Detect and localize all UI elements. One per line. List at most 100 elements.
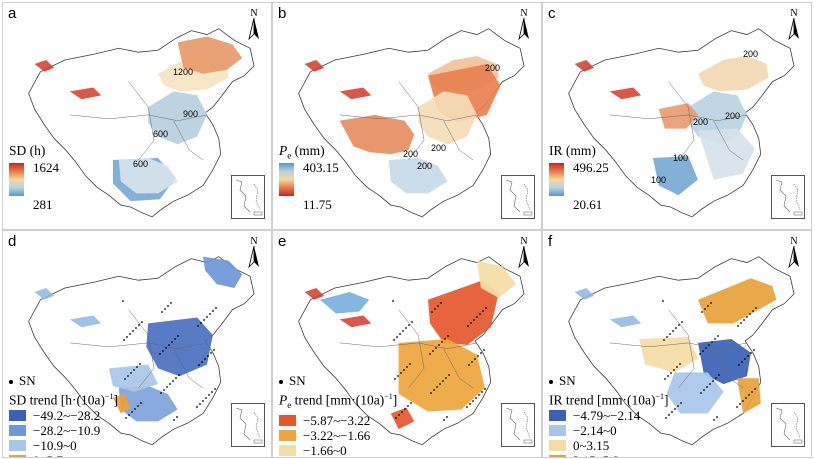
legend-class-row: 0~3.15	[549, 438, 668, 453]
legend-max: 1624	[33, 160, 59, 175]
station-point	[478, 394, 480, 396]
map-region	[698, 56, 769, 92]
station-point	[483, 349, 485, 351]
legend-a: SD (h) 1624 281	[9, 143, 89, 223]
station-point	[398, 414, 400, 416]
station-point	[125, 417, 127, 419]
legend-swatch	[9, 409, 26, 421]
station-point	[677, 405, 679, 407]
panel-label: c	[548, 5, 556, 22]
station-point	[401, 411, 403, 413]
station-point	[164, 308, 166, 310]
station-point	[446, 416, 448, 418]
station-point	[482, 310, 484, 312]
legend-swatch	[549, 439, 566, 451]
legend-class-row: −4.79~−2.14	[549, 408, 668, 423]
station-point	[430, 392, 432, 394]
legend-class-label: −3.22~−1.66	[303, 428, 371, 444]
legend-max: 496.25	[573, 160, 609, 175]
station-point	[404, 408, 406, 410]
contour-label: 200	[485, 63, 501, 73]
station-point	[447, 335, 449, 337]
station-point	[170, 302, 172, 304]
legend-class-row: −49.2~−28.2	[9, 408, 118, 423]
legend-title: Pe trend [mm·(10a)−1]	[279, 392, 398, 411]
station-point	[162, 350, 164, 352]
panel-a: a N 1200 900 600 600 SD (h) 1624 281	[2, 2, 272, 230]
station-point	[716, 416, 718, 418]
station-point	[394, 378, 396, 380]
station-point	[753, 349, 755, 351]
station-point	[124, 378, 126, 380]
station-point	[205, 397, 207, 399]
station-point	[136, 366, 138, 368]
contour-label: 1200	[173, 67, 194, 77]
legend-b: Pe (mm) 403.15 11.75	[279, 143, 369, 223]
station-point	[707, 305, 709, 307]
station-point	[139, 363, 141, 365]
panel-b: b N 200 200 200 200 Pe (mm) 403.15 11.75	[272, 2, 542, 230]
contour-label: 200	[403, 149, 419, 159]
station-point	[738, 364, 740, 366]
station-point	[675, 327, 677, 329]
station-point	[747, 355, 749, 357]
station-point	[754, 388, 756, 390]
map-a	[28, 28, 255, 218]
legend-swatch	[549, 424, 566, 436]
legend-class-label: −2.14~0	[573, 422, 617, 438]
station-dot-icon	[279, 380, 283, 385]
station-point	[176, 416, 178, 418]
station-point	[203, 319, 205, 321]
station-point	[400, 372, 402, 374]
station-point	[664, 378, 666, 380]
station-point	[399, 333, 401, 335]
station-point	[672, 330, 674, 332]
station-point	[711, 341, 713, 343]
legend-class-row: −1.66~0	[279, 443, 397, 457]
map-region	[177, 36, 243, 74]
station-point	[403, 369, 405, 371]
station-point	[444, 338, 446, 340]
station-point	[662, 300, 664, 302]
legend-gradient	[9, 163, 24, 196]
station-point	[667, 375, 669, 377]
station-point	[199, 403, 201, 405]
station-point	[163, 389, 165, 391]
north-arrow-icon: N	[243, 7, 265, 41]
station-point	[392, 300, 394, 302]
station-point	[435, 347, 437, 349]
legend-class-label: −5.87~−3.22	[303, 413, 371, 429]
station-dot-icon	[9, 380, 13, 385]
station-point	[132, 330, 134, 332]
legend-gradient	[279, 163, 294, 196]
station-point	[476, 316, 478, 318]
legend-class-row: 3.15~5.8	[549, 453, 668, 458]
legend-class-row: −10.9~0	[9, 438, 118, 453]
map-region	[477, 260, 517, 298]
legend-class-label: 3.15~5.8	[573, 453, 619, 458]
legend-swatch	[549, 409, 566, 421]
legend-f: IR trend [mm·(10a)−1] −4.79~−2.14 −2.14~0…	[549, 389, 668, 458]
panel-label: a	[8, 5, 17, 22]
station-point	[167, 305, 169, 307]
station-point	[161, 311, 163, 313]
station-point	[138, 324, 140, 326]
station-point	[411, 321, 413, 323]
contour-label: 100	[651, 175, 667, 185]
station-point	[439, 383, 441, 385]
station-point	[196, 406, 198, 408]
map-region	[339, 114, 415, 155]
map-region	[698, 278, 777, 324]
contour-label: 900	[183, 109, 199, 119]
station-point	[755, 307, 757, 309]
south-china-sea-inset	[501, 175, 535, 219]
panel-label: b	[278, 5, 287, 22]
station-point	[467, 325, 469, 327]
station-point	[434, 308, 436, 310]
station-point	[748, 394, 750, 396]
contour-label: 100	[673, 153, 689, 163]
station-point	[708, 344, 710, 346]
station-point	[122, 300, 124, 302]
station-point	[445, 377, 447, 379]
